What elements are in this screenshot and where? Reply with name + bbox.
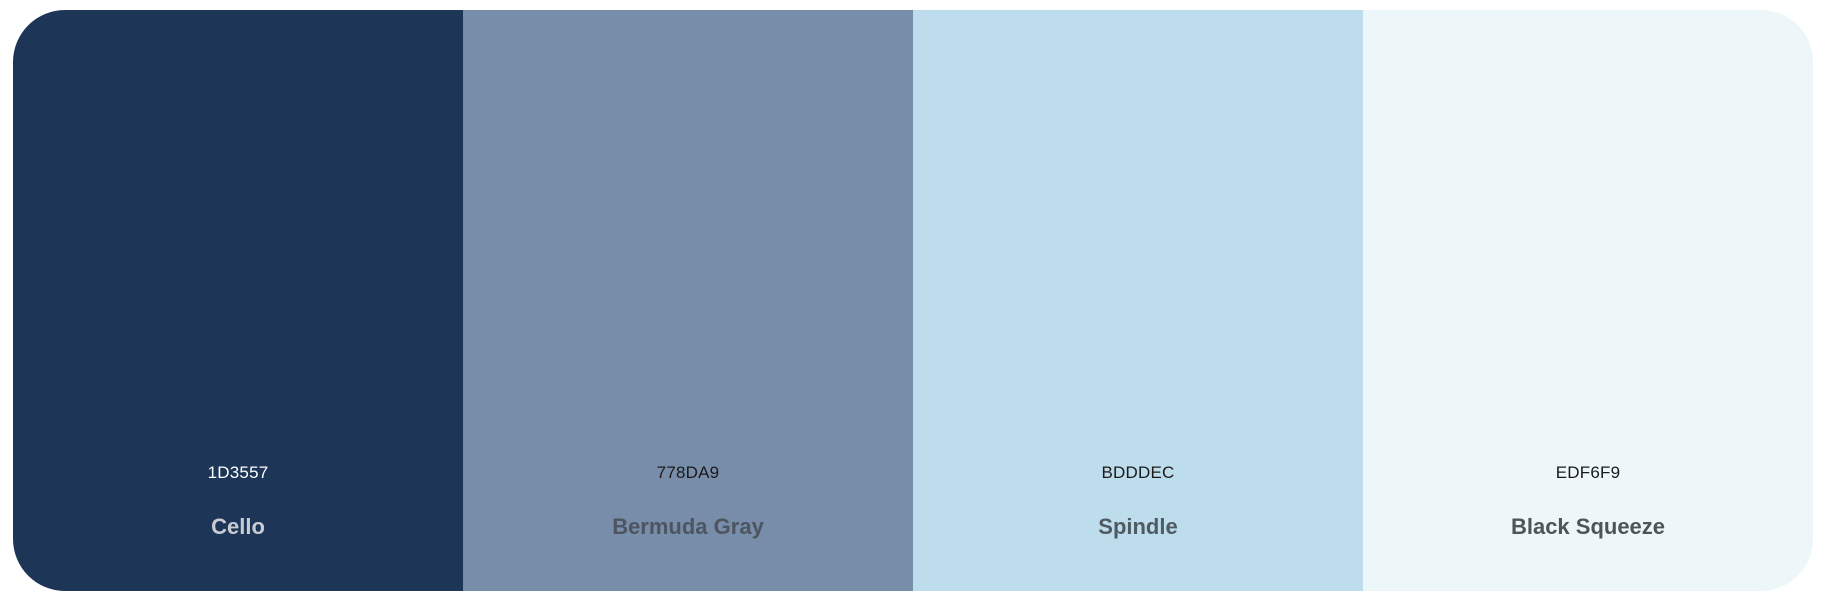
swatch-hex-code[interactable]: EDF6F9 bbox=[1555, 463, 1621, 482]
swatch-color-name: Bermuda Gray bbox=[612, 514, 764, 539]
swatch-cello[interactable]: 1D3557 Cello bbox=[13, 10, 463, 591]
swatch-hex-code[interactable]: 778DA9 bbox=[656, 463, 720, 482]
swatch-hex-code[interactable]: 1D3557 bbox=[207, 463, 269, 482]
swatch-bermuda-gray[interactable]: 778DA9 Bermuda Gray bbox=[463, 10, 913, 591]
swatch-black-squeeze[interactable]: EDF6F9 Black Squeeze bbox=[1363, 10, 1813, 591]
swatch-color-name: Black Squeeze bbox=[1510, 514, 1666, 539]
color-palette: 1D3557 Cello 778DA9 Bermuda Gray BDDDEC … bbox=[13, 10, 1813, 591]
swatch-color-name: Cello bbox=[211, 514, 265, 539]
swatch-color-name: Spindle bbox=[1098, 514, 1178, 539]
swatch-hex-code[interactable]: BDDDEC bbox=[1101, 463, 1175, 482]
swatch-spindle[interactable]: BDDDEC Spindle bbox=[913, 10, 1363, 591]
